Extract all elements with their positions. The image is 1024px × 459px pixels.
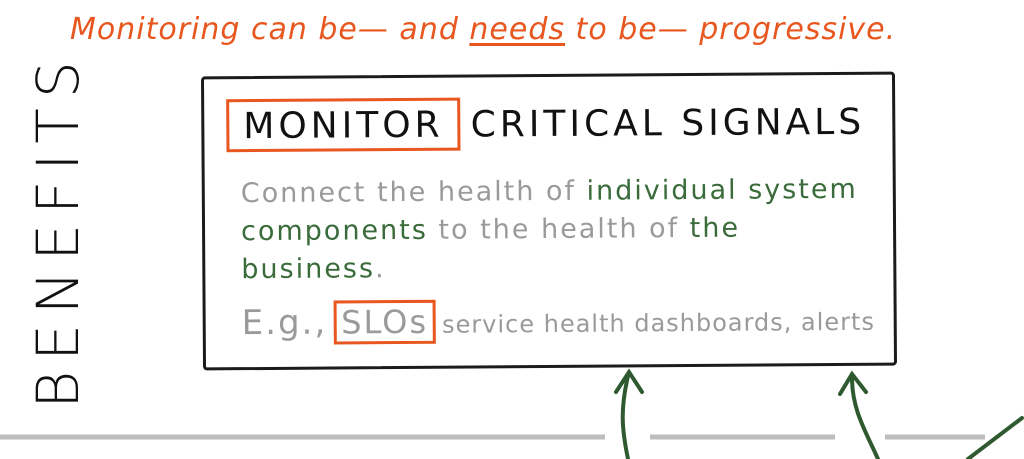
desc-part-1: Connect the health of [240, 175, 587, 210]
headline-before: Monitoring can be— and [70, 12, 470, 47]
panel-title: MONITOR CRITICAL SIGNALS [226, 95, 866, 153]
panel-description: Connect the health of individual system … [241, 171, 882, 289]
benefit-panel: MONITOR CRITICAL SIGNALS Connect the heal… [200, 71, 898, 371]
headline-emphasis: needs [469, 12, 566, 47]
headline: Monitoring can be— and needs to be— prog… [70, 12, 896, 47]
panel-example: E.g., SLOs service health dashboards, aler… [242, 297, 875, 345]
example-boxed: SLOs [333, 299, 437, 345]
arrow-right-icon [838, 370, 880, 459]
title-rest: CRITICAL SIGNALS [470, 101, 866, 146]
side-label: BENEFITS [24, 51, 92, 409]
example-rest: service health dashboards, alerts [441, 307, 876, 339]
title-boxed: MONITOR [226, 97, 461, 153]
desc-part-3: to the health of [427, 213, 690, 246]
example-prefix: E.g., [241, 302, 328, 344]
desc-part-5: . [374, 253, 386, 285]
arrow-left-icon [614, 368, 644, 459]
baseline-line [0, 434, 985, 440]
headline-after: to be— progressive. [565, 12, 897, 47]
